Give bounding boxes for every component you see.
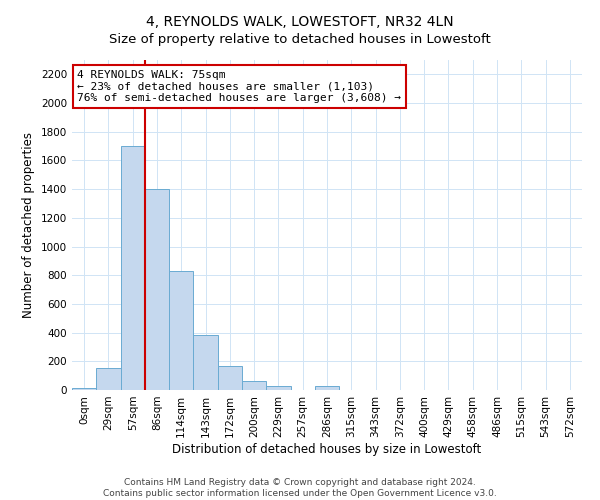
Text: 4 REYNOLDS WALK: 75sqm
← 23% of detached houses are smaller (1,103)
76% of semi-: 4 REYNOLDS WALK: 75sqm ← 23% of detached…	[77, 70, 401, 103]
Bar	[72, 388, 96, 390]
Text: 4, REYNOLDS WALK, LOWESTOFT, NR32 4LN: 4, REYNOLDS WALK, LOWESTOFT, NR32 4LN	[146, 15, 454, 29]
Text: Contains HM Land Registry data © Crown copyright and database right 2024.
Contai: Contains HM Land Registry data © Crown c…	[103, 478, 497, 498]
Bar	[193, 336, 218, 390]
Bar	[96, 368, 121, 390]
Text: Size of property relative to detached houses in Lowestoft: Size of property relative to detached ho…	[109, 32, 491, 46]
Bar	[242, 380, 266, 390]
Bar	[169, 271, 193, 390]
Bar	[121, 146, 145, 390]
Bar	[315, 386, 339, 390]
Bar	[218, 366, 242, 390]
Y-axis label: Number of detached properties: Number of detached properties	[22, 132, 35, 318]
Bar	[266, 386, 290, 390]
X-axis label: Distribution of detached houses by size in Lowestoft: Distribution of detached houses by size …	[172, 442, 482, 456]
Bar	[145, 189, 169, 390]
